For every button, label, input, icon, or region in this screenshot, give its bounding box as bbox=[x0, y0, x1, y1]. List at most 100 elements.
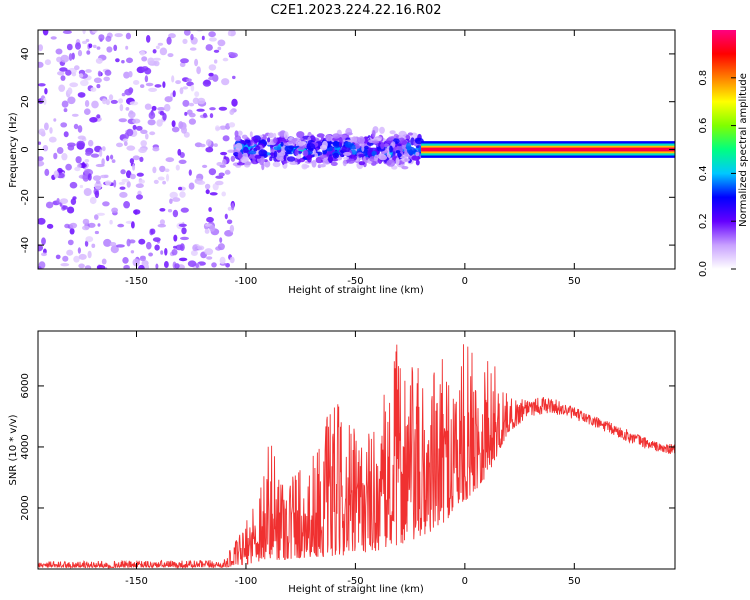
spectrogram-cell bbox=[76, 140, 86, 149]
spectrogram-cell bbox=[53, 170, 59, 179]
spectrogram-cell bbox=[152, 237, 161, 243]
spectrogram-cell bbox=[372, 130, 376, 138]
spectrogram-cell bbox=[123, 71, 130, 79]
spectrogram-cell bbox=[144, 75, 149, 83]
spectrogram-cell bbox=[406, 142, 412, 151]
spectrogram-cell bbox=[56, 198, 60, 204]
spectrogram-cell bbox=[244, 139, 249, 144]
spectrogram-cell bbox=[38, 266, 42, 269]
spectrogram-cell bbox=[60, 263, 70, 267]
spectrogram-cell bbox=[44, 122, 49, 131]
spectrogram-cell bbox=[66, 43, 73, 51]
spectrogram-cell bbox=[188, 169, 192, 176]
spectrogram-cell bbox=[58, 84, 66, 92]
spectrogram-cell bbox=[241, 134, 248, 139]
spectrogram-cell bbox=[122, 257, 129, 264]
spectrogram-cell bbox=[229, 109, 235, 115]
spectrogram-cell bbox=[369, 155, 376, 162]
spectrogram-cell bbox=[57, 71, 65, 76]
spectrogram-cell bbox=[126, 181, 131, 188]
spectrogram-cell bbox=[267, 132, 274, 139]
spectrogram-cell bbox=[140, 84, 145, 88]
spectrogram-cell bbox=[86, 50, 91, 55]
spectrogram-cell bbox=[387, 136, 395, 141]
spectrogram-cell bbox=[179, 243, 185, 252]
spectrogram-cell bbox=[178, 186, 183, 191]
spectrogram-cell bbox=[344, 141, 353, 148]
spectrogram-cell bbox=[133, 80, 140, 85]
spectrogram-cell bbox=[275, 152, 284, 161]
spectrogram-cell bbox=[206, 256, 213, 260]
spectrogram-cell bbox=[148, 111, 156, 120]
spectrogram-cell bbox=[258, 149, 268, 157]
spectrogram-cell bbox=[125, 45, 129, 50]
spectrogram-cell bbox=[204, 183, 211, 190]
spectrogram-cell bbox=[160, 250, 164, 255]
spectrogram-cell bbox=[273, 146, 282, 151]
spectrogram-cell bbox=[94, 230, 99, 235]
spectrogram-cell bbox=[395, 150, 401, 154]
spectrogram-cell bbox=[96, 114, 101, 119]
spectrogram-cell bbox=[144, 67, 152, 75]
spectrogram-cell bbox=[205, 147, 214, 153]
spectrogram-cell bbox=[204, 248, 214, 256]
spectrogram-cell bbox=[208, 31, 216, 38]
spectrogram-cell bbox=[179, 191, 186, 198]
spectrogram-cell bbox=[182, 99, 190, 107]
spectrogram-cell bbox=[71, 113, 79, 117]
spectrogram-cell bbox=[212, 74, 219, 82]
spectrogram-cell bbox=[104, 174, 109, 178]
spectrogram-cell bbox=[162, 180, 167, 185]
spectrogram-cell bbox=[77, 125, 83, 133]
spectrogram-cell bbox=[126, 128, 134, 137]
spectrogram-cell bbox=[152, 57, 161, 61]
spectrogram-cell bbox=[77, 92, 86, 98]
spectrogram-cell bbox=[138, 147, 147, 153]
spectrogram-cell bbox=[167, 53, 174, 58]
colorbar: 0.0 0.2 0.4 0.6 0.8 Normalized spectral ampl… bbox=[698, 30, 749, 277]
snr-y-axis-label: SNR (10 * v/v) bbox=[8, 414, 19, 485]
spectrogram-cell bbox=[229, 224, 235, 233]
spectrogram-cell bbox=[90, 153, 100, 158]
spectrogram-cell bbox=[151, 105, 157, 111]
y-tick-label: 4000 bbox=[20, 434, 31, 459]
spectrogram-cell bbox=[114, 33, 123, 38]
spectrogram-cell bbox=[63, 108, 68, 113]
spectrogram-cell bbox=[289, 161, 298, 166]
spectrogram-cell bbox=[105, 99, 110, 106]
spectrogram-cell bbox=[69, 222, 78, 229]
colorbar-tick-label: 0.0 bbox=[698, 261, 709, 277]
spectrogram-cell bbox=[132, 258, 140, 267]
spectrogram-cell bbox=[69, 181, 78, 189]
spectrogram-cell bbox=[209, 107, 216, 111]
spectrogram-cell bbox=[192, 97, 200, 105]
spectrogram-cell bbox=[181, 126, 187, 134]
spectrogram-cell bbox=[328, 155, 334, 164]
snr-axis-ticks: -150 -100 -50 0 50 2000 4000 6000 bbox=[20, 331, 675, 587]
spectrogram-cell bbox=[286, 156, 296, 162]
spectrogram-cell bbox=[101, 258, 107, 265]
spectrogram-cell bbox=[59, 67, 68, 72]
spectrogram-cell bbox=[213, 143, 218, 148]
spectrogram-cell bbox=[235, 142, 243, 151]
spectrogram-cell bbox=[45, 201, 54, 209]
spectrogram-cell bbox=[97, 70, 102, 77]
spectrogram-cell bbox=[184, 111, 188, 116]
spectrogram-cell bbox=[140, 140, 147, 147]
spectrogram-cell bbox=[55, 48, 63, 55]
spectrogram-cell bbox=[77, 247, 81, 254]
spectrogram-cell bbox=[401, 166, 409, 170]
spectrogram-cell bbox=[75, 156, 82, 164]
spectrogram-cell bbox=[255, 145, 261, 151]
spectrogram-cell bbox=[71, 52, 75, 60]
spectrogram-cell bbox=[78, 263, 85, 269]
spectrogram-cell bbox=[155, 263, 159, 269]
spectrogram-cell bbox=[83, 188, 92, 196]
spectrogram-cell bbox=[294, 149, 299, 156]
spectrogram-cell bbox=[125, 32, 131, 40]
spectrogram-cell bbox=[109, 219, 113, 225]
spectrogram-cell bbox=[117, 223, 125, 228]
spectrogram-cell bbox=[192, 244, 199, 252]
spectrogram-cell bbox=[152, 49, 157, 54]
spectrogram-cell bbox=[206, 139, 212, 147]
